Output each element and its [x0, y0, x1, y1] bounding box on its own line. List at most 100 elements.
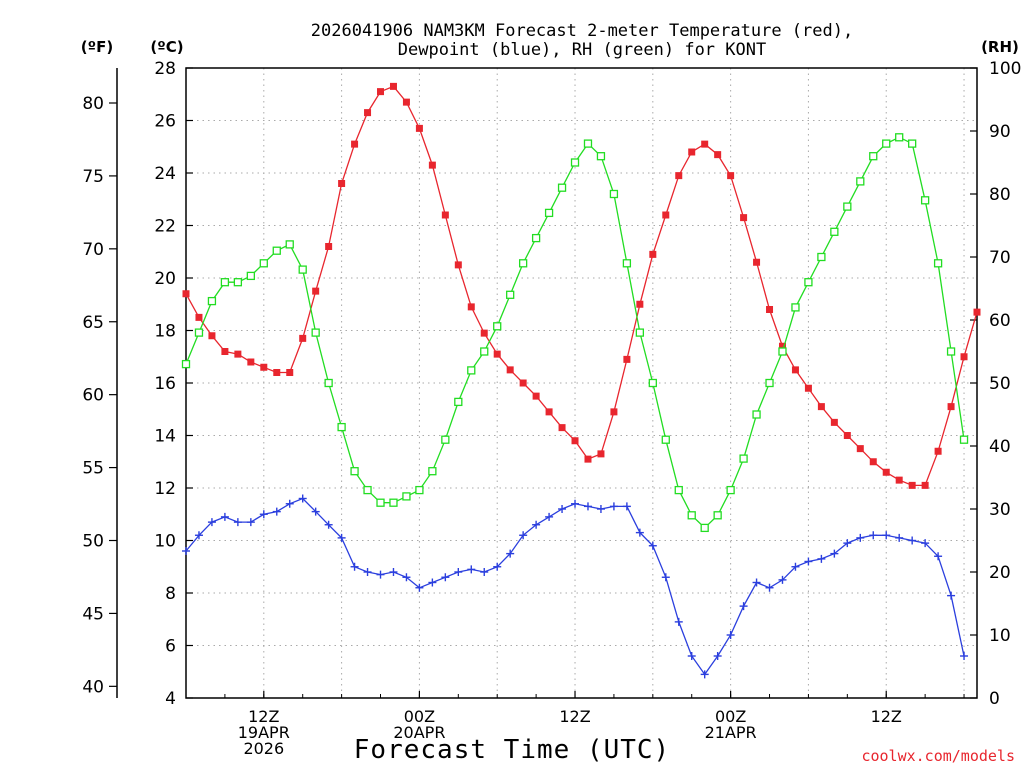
rh-point [843, 202, 852, 211]
temperature-point [480, 329, 488, 337]
dewpoint-point [402, 573, 411, 582]
temperature-point [260, 363, 268, 371]
temperature-point [325, 243, 333, 250]
dewpoint-point [921, 539, 930, 548]
rh-point [350, 467, 359, 476]
fahrenheit-axis-label: (ºF) [81, 38, 113, 56]
dewpoint-point [947, 591, 956, 600]
dewpoint-point [220, 512, 229, 521]
rh-point [570, 158, 580, 167]
rh-point [493, 322, 502, 331]
dewpoint-point [558, 505, 567, 513]
dewpoint-point [661, 573, 670, 582]
rh-point [207, 296, 217, 306]
rh-point [467, 366, 476, 375]
rh-point [363, 485, 372, 495]
celsius-tick-label: 14 [154, 427, 176, 447]
dewpoint-point [337, 533, 346, 542]
dewpoint-point [609, 502, 618, 511]
rh-tick-label: 0 [989, 689, 1000, 709]
dewpoint-point [428, 578, 437, 587]
temperature-point [791, 366, 799, 374]
temperature-point [921, 481, 929, 489]
rh-point [908, 139, 917, 148]
series-dewpoint [182, 494, 969, 679]
temperature-point [299, 334, 307, 342]
temperature-point [234, 350, 242, 358]
temperature-point [804, 384, 812, 392]
fahrenheit-tick-label: 75 [82, 167, 104, 187]
temperature-point [675, 172, 683, 180]
series-temperature [182, 82, 981, 489]
dewpoint-point [324, 520, 333, 529]
celsius-tick-label: 26 [154, 112, 176, 132]
temperature-point [532, 392, 540, 400]
dewpoint-point [726, 631, 735, 639]
temperature-point [830, 418, 838, 426]
celsius-tick-label: 4 [165, 689, 176, 709]
dewpoint-point [908, 536, 917, 545]
rh-point [272, 246, 281, 255]
rh-point [920, 196, 930, 205]
dewpoint-point [376, 570, 385, 579]
credit-link[interactable]: coolwx.com/models [861, 747, 1015, 765]
temperature-point [649, 250, 657, 258]
dewpoint-point [674, 617, 683, 626]
temperature-point [662, 211, 670, 219]
temperature-point [778, 342, 786, 350]
temperature-point [273, 369, 281, 376]
dewpoint-point [493, 562, 502, 571]
rh-tick-label: 80 [989, 185, 1011, 205]
temperature-point [364, 109, 372, 117]
rh-point [415, 485, 424, 495]
rh-point [402, 492, 411, 501]
x-tick-label: 00Z [404, 707, 435, 726]
dewpoint-point [596, 505, 605, 513]
rh-point [752, 410, 761, 419]
temperature-point [312, 287, 320, 295]
rh-point [726, 485, 735, 495]
fahrenheit-tick-label: 65 [82, 313, 104, 333]
rh-point [830, 227, 839, 236]
fahrenheit-tick-label: 60 [82, 386, 104, 406]
temperature-point [688, 148, 696, 156]
temperature-point [584, 455, 592, 463]
temperature-point [908, 481, 916, 489]
rh-point [441, 435, 450, 444]
series-rh [181, 133, 969, 533]
dewpoint-point [804, 557, 813, 566]
fahrenheit-tick-label: 70 [82, 240, 104, 260]
rh-point [946, 347, 956, 356]
rh-point [233, 278, 243, 287]
temperature-point [714, 151, 722, 159]
celsius-tick-label: 20 [154, 269, 176, 289]
temperature-point [934, 447, 942, 455]
rh-point [246, 271, 255, 281]
chart-title-line2: Dewpoint (blue), RH (green) for KONT [398, 40, 766, 60]
rh-tick-label: 50 [989, 374, 1011, 394]
dewpoint-point [960, 652, 969, 660]
temperature-point [623, 355, 631, 363]
x-tick-label: 2026 [243, 739, 284, 758]
rh-tick-label: 10 [989, 626, 1011, 646]
rh-point [700, 523, 709, 533]
dewpoint-point [545, 512, 554, 521]
rh-point [389, 498, 398, 507]
temperature-point [377, 88, 385, 96]
data-series [181, 82, 981, 679]
temperature-point [571, 437, 579, 445]
dewpoint-point [363, 568, 372, 576]
dewpoint-point [765, 583, 774, 592]
celsius-tick-label: 16 [154, 374, 176, 394]
temperature-point [389, 82, 397, 90]
rh-point [765, 378, 774, 388]
rh-tick-label: 30 [989, 500, 1011, 520]
dewpoint-point [246, 518, 255, 527]
dewpoint-point [532, 520, 541, 529]
celsius-axis-label: (ºC) [150, 38, 183, 56]
rh-point [428, 467, 437, 476]
celsius-tick-label: 22 [154, 217, 176, 237]
rh-point [959, 435, 969, 444]
rh-point [817, 252, 826, 262]
